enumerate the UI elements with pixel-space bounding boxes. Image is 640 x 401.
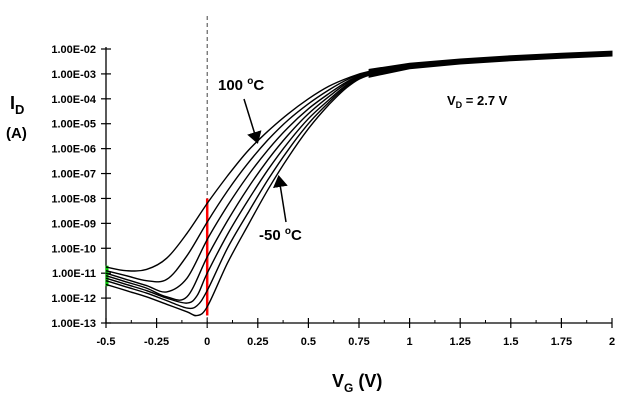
vd-label-main: V [447, 93, 456, 108]
y-tick-label: 1.00E-06 [51, 144, 96, 156]
label-minus50c: -50 oC [259, 226, 302, 244]
x-axis-title-sub: G [344, 381, 353, 395]
saturation-band [368, 50, 613, 78]
x-tick-label: -0.25 [144, 336, 169, 348]
y-tick-label: 1.00E-11 [52, 268, 96, 280]
y-tick-label: 1.00E-05 [51, 119, 96, 131]
label-100c-deg: o [247, 76, 253, 87]
y-axis-title-sub: D [15, 102, 24, 117]
y-tick-label: 1.00E-09 [51, 218, 96, 230]
x-tick-label: 0 [204, 336, 210, 348]
x-tick-label: 0.5 [301, 336, 316, 348]
y-tick-label: 1.00E-02 [51, 44, 96, 56]
x-axis-title-unit: (V) [353, 371, 382, 391]
x-axis-title-main: V [332, 371, 344, 391]
y-tick-label: 1.00E-08 [51, 193, 96, 205]
arrow-100c [243, 98, 262, 144]
series-line-50C [105, 52, 613, 293]
label-100c: 100 oC [218, 76, 264, 94]
x-axis-title: VG (V) [332, 371, 382, 395]
vd-label: VD = 2.7 V [447, 93, 508, 110]
x-tick-label: 0.75 [348, 336, 369, 348]
series-line-minus25C [105, 53, 613, 310]
y-tick-label: 1.00E-13 [51, 318, 96, 330]
y-tick-label: 1.00E-12 [51, 293, 96, 305]
x-tick-label: 2 [609, 336, 615, 348]
label-minus50c-unit: C [291, 227, 302, 244]
x-tick-label: 1 [407, 336, 413, 348]
arrow-minus50c [273, 175, 288, 223]
series-line-0C [105, 53, 613, 304]
y-tick-label: 1.00E-03 [51, 69, 96, 81]
vd-label-rest: = 2.7 V [462, 93, 507, 108]
vd-label-sub: D [456, 100, 463, 110]
series-line-minus50C [105, 53, 613, 317]
label-100c-unit: C [253, 77, 264, 94]
x-tick-label: 1.75 [551, 336, 572, 348]
y-axis-unit: (A) [6, 125, 27, 142]
axes [105, 47, 612, 324]
x-tick-label: 1.25 [449, 336, 470, 348]
x-tick-label: 1.5 [503, 336, 518, 348]
label-minus50c-deg: o [285, 226, 291, 237]
label-minus50c-num: -50 [259, 227, 285, 244]
y-tick-label: 1.00E-07 [51, 169, 96, 181]
y-axis-title-main: I [10, 93, 15, 113]
series-line-100C [105, 52, 613, 272]
y-tick-label: 1.00E-04 [51, 94, 97, 106]
series-line-75C [105, 52, 613, 283]
ticks: 1.00E-02 1.00E-03 1.00E-04 1.00E-05 1.00E-06… [51, 44, 615, 348]
x-tick-label: 0.25 [247, 336, 268, 348]
series-group [105, 50, 613, 317]
y-axis-title: ID [10, 93, 24, 117]
x-tick-label: -0.5 [97, 336, 116, 348]
annotation-arrows [243, 98, 288, 223]
y-tick-label: 1.00E-10 [51, 243, 96, 255]
label-100c-num: 100 [218, 77, 247, 94]
